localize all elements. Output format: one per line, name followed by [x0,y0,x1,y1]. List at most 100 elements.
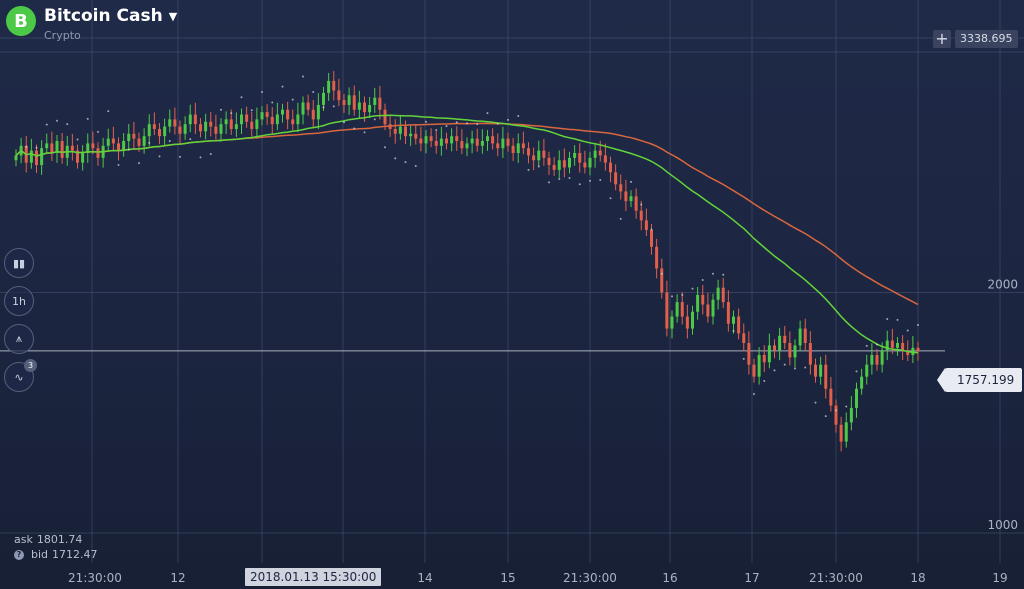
sar-dot [240,96,243,99]
candle-body [419,138,423,144]
asset-header: B Bitcoin Cash ▼ Crypto [6,6,177,42]
timeframe-button[interactable]: 1h [4,286,34,316]
candle-body [332,80,336,91]
candle-body [40,148,44,166]
asset-name: Bitcoin Cash [44,6,163,26]
candle-body [691,311,694,329]
candle-body [732,316,735,324]
sar-dot [332,105,335,108]
candle-body [839,424,843,442]
candle-body [393,128,397,134]
indicators-button[interactable]: ∿ 3 [4,359,37,392]
sar-dot [681,293,684,296]
sar-dot [199,156,202,159]
candle-body [291,119,295,125]
candle-body [409,133,413,137]
candle-body [55,141,59,154]
sar-dot [220,108,222,111]
candle-body [209,121,213,127]
candle-body [819,364,823,377]
candle-body [337,90,341,101]
chart-grid [0,0,1024,563]
candle-body [470,138,474,144]
sar-dot [578,183,581,186]
candle-body [650,229,653,247]
candle-body [532,155,536,161]
asset-selector[interactable]: Bitcoin Cash ▼ [44,6,177,26]
candle-body [737,316,741,334]
zoom-in-button[interactable]: + [933,30,951,48]
candle-body [680,302,684,317]
x-tick-label: 18 [910,571,925,585]
candle-body [327,80,331,93]
candle-body [311,109,315,120]
current-price-tag: 1757.199 [936,368,1023,392]
sar-dot [230,112,233,115]
candle-body [706,304,710,317]
sar-dot [763,379,766,382]
candle-body [122,141,126,151]
sar-dot [107,110,110,113]
candle-body [255,119,259,129]
candle-body [506,138,510,146]
sar-dot [496,122,499,125]
candle-body [573,153,577,158]
sar-dot [404,161,407,164]
sar-dot [917,323,919,326]
candle-body [260,112,264,120]
candle-body [475,138,479,146]
sar-dot [455,121,458,124]
sar-dot [824,415,827,418]
sar-dot [127,148,130,151]
x-tick-label: 14 [417,571,432,585]
sar-dot [394,157,397,160]
candle-body [117,143,120,151]
sar-dot [261,90,263,93]
candle-body [685,316,689,329]
candle-body [106,138,110,146]
candle-body [860,376,864,389]
sar-dot [117,164,120,167]
sar-dot [363,131,366,134]
candle-body [603,155,607,163]
candle-body [486,136,489,141]
candle-body [778,335,782,351]
sar-dot [906,329,909,332]
candle-body [542,150,546,158]
candle-body [537,150,541,161]
x-tick-label: 16 [662,571,677,585]
sar-dot [322,106,325,109]
candle-body [624,191,628,202]
candlestick-series [14,71,920,452]
candle-body [147,124,151,137]
candle-body [609,162,612,173]
candle-body [798,328,802,346]
sar-dot [76,138,79,141]
candle-body [783,335,787,343]
candle-body [793,345,797,358]
chart-type-button[interactable]: ▮▮ [4,248,34,278]
candle-body [521,143,525,149]
parabolic-sar-dots [25,75,919,418]
candle-body [35,150,38,166]
candle-body [593,150,597,158]
sar-dot [250,109,253,112]
candle-body [598,150,602,156]
candle-body [660,268,664,293]
sar-dot [384,146,386,149]
sar-dot [722,273,725,276]
sar-dot [537,165,540,168]
help-icon[interactable]: ? [14,549,24,560]
sar-dot [353,127,356,130]
sar-dot [517,114,520,117]
x-tick-label: 21:30:00 [809,571,863,585]
candle-body [234,124,238,129]
candle-body [716,287,720,300]
sar-dot [291,98,294,101]
sar-dot [466,122,468,125]
candle-body [885,340,889,351]
drawing-tool-button[interactable]: ⩚ [4,324,34,354]
sar-dot [45,123,48,126]
candle-body [568,157,571,168]
